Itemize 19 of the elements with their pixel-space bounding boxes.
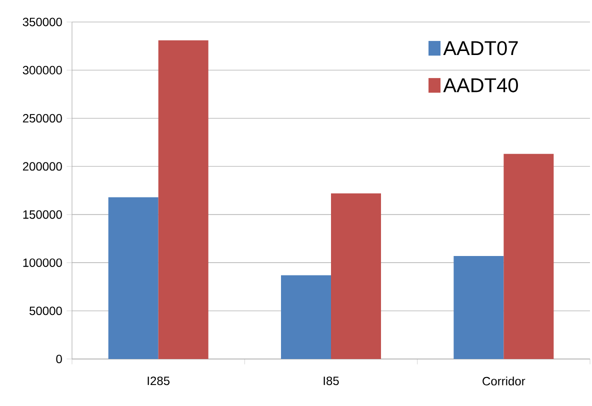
bar [331,193,381,359]
bar [108,197,158,359]
legend-label: AADT40 [443,78,518,92]
bar [281,275,331,359]
y-tick-label: 350000 [22,18,62,26]
legend-label: AADT07 [443,41,518,56]
x-tick-label: I285 [148,376,170,386]
bar [454,256,504,359]
y-tick-label: 300000 [22,66,62,74]
y-tick-label: 150000 [23,210,62,219]
bar [158,40,208,359]
y-tick-label: 250000 [22,114,62,123]
y-tick-label: 0 [56,354,62,364]
y-tick-label: 200000 [22,162,62,171]
x-tick-label: Corridor [482,376,526,386]
y-tick-label: 100000 [23,258,62,267]
y-tick-label: 50000 [30,306,62,316]
x-tick-label: I85 [324,376,339,386]
bar [504,154,554,359]
